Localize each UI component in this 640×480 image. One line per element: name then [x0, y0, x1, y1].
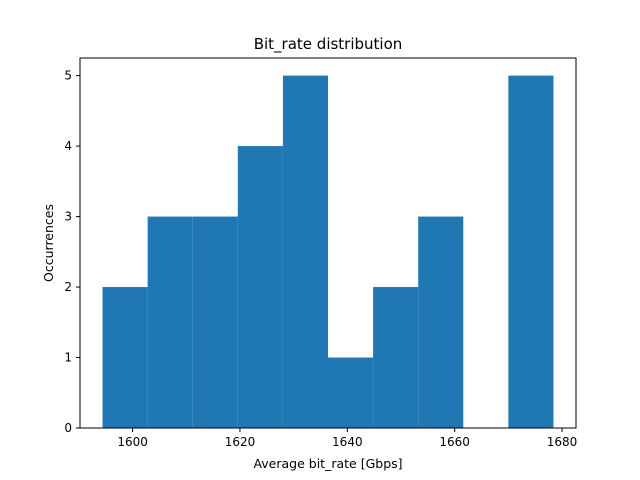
histogram-bar — [373, 287, 419, 428]
x-axis-ticks: 1600 1620 1640 1660 1680 — [117, 428, 577, 449]
histogram-bar — [328, 357, 374, 428]
x-axis-label: Average bit_rate [Gbps] — [253, 456, 402, 471]
histogram-bar — [508, 75, 554, 428]
x-tick-label: 1640 — [332, 435, 363, 449]
x-tick-label: 1660 — [439, 435, 470, 449]
y-tick-label: 0 — [64, 421, 72, 435]
x-tick-label: 1600 — [117, 435, 148, 449]
plot-frame — [79, 57, 577, 429]
histogram-bar — [237, 146, 283, 428]
y-tick-label: 5 — [64, 69, 72, 83]
histogram-bar — [418, 216, 464, 428]
x-tick-label: 1620 — [225, 435, 256, 449]
histogram-bar — [147, 216, 193, 428]
histogram-bar — [192, 216, 238, 428]
y-tick-label: 3 — [64, 210, 72, 224]
y-axis-ticks: 0 1 2 3 4 5 — [64, 69, 80, 435]
y-tick-label: 4 — [64, 139, 72, 153]
y-tick-label: 1 — [64, 351, 72, 365]
x-tick-label: 1680 — [547, 435, 578, 449]
histogram-bar — [102, 287, 148, 428]
histogram-bar — [282, 75, 328, 428]
y-axis-label: Occurrences — [41, 204, 56, 282]
chart-title: Bit_rate distribution — [254, 35, 403, 54]
y-tick-label: 2 — [64, 280, 72, 294]
bars-group — [102, 75, 554, 428]
